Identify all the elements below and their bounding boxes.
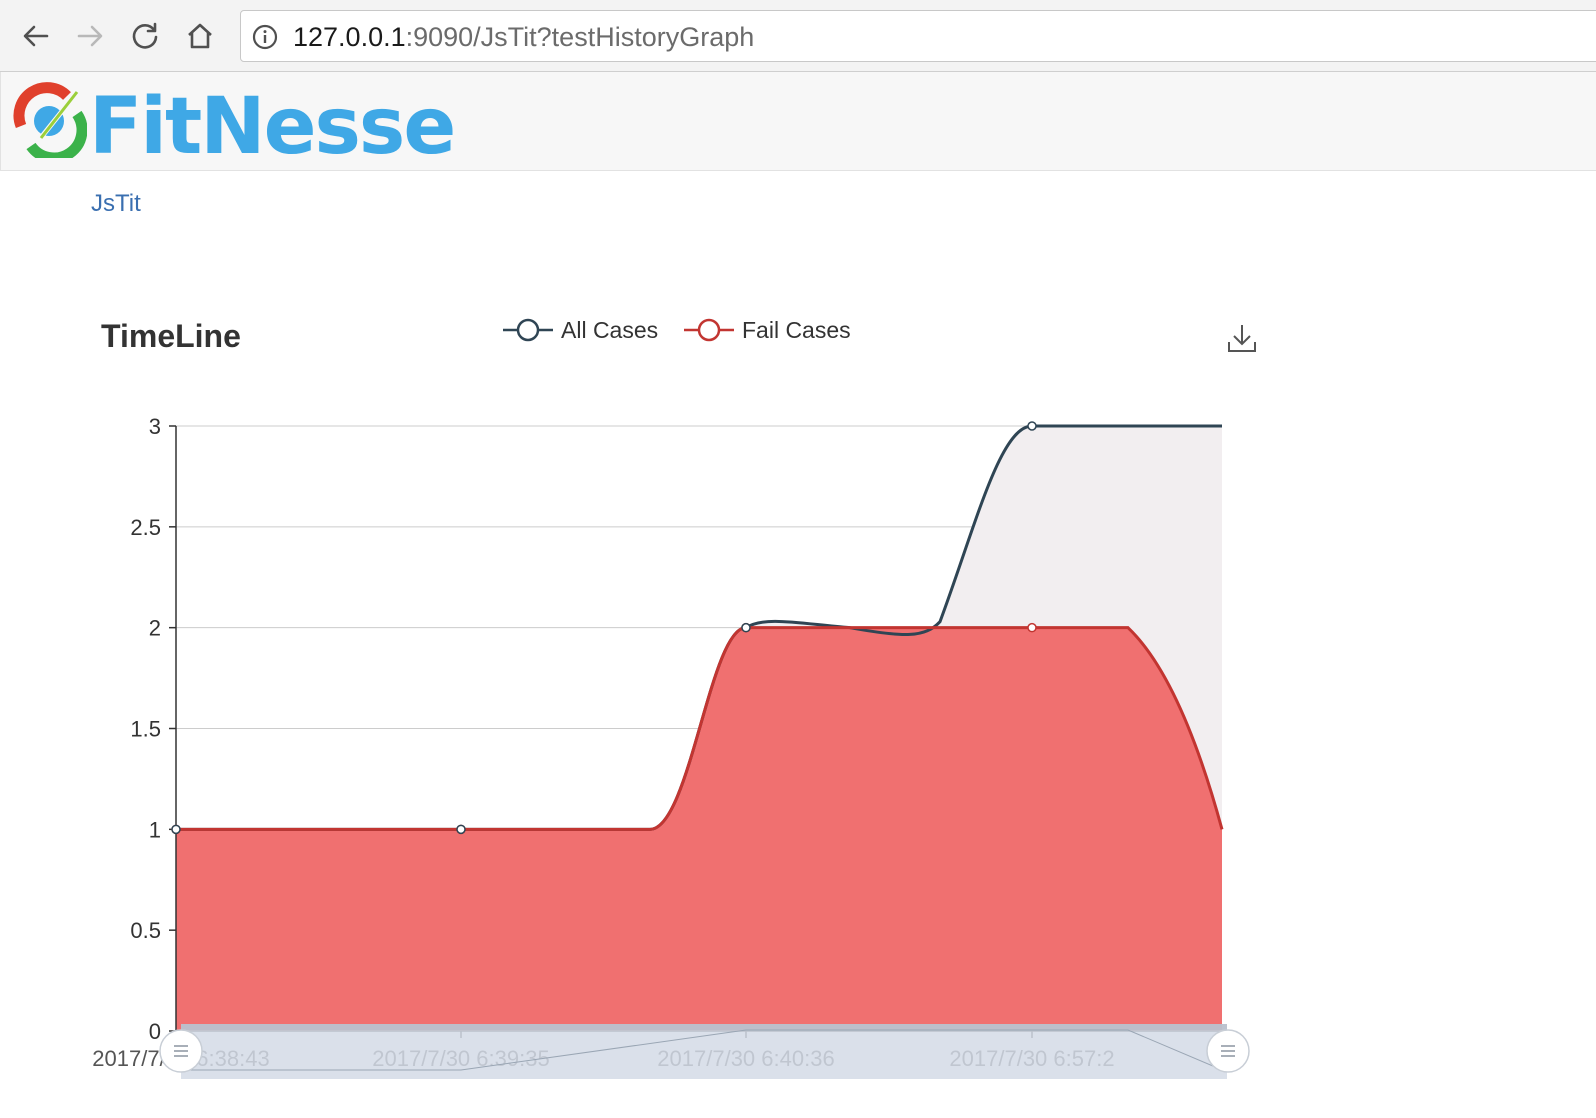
- y-tick-label: 1: [149, 817, 161, 842]
- y-tick-label: 0: [149, 1019, 161, 1044]
- reload-button[interactable]: [123, 14, 167, 58]
- zoom-bar[interactable]: [181, 1024, 1227, 1079]
- legend-all-cases[interactable]: All Cases: [503, 315, 658, 345]
- y-tick-label: 2.5: [130, 515, 161, 540]
- fitnesse-logo-icon[interactable]: [11, 82, 87, 158]
- breadcrumb-jstit[interactable]: JsTit: [91, 190, 141, 217]
- fail-cases-point[interactable]: [1027, 622, 1037, 633]
- fitnesse-logo-text[interactable]: FitNesse: [89, 82, 456, 172]
- data-zoom-slider[interactable]: [159, 1024, 1250, 1079]
- all-cases-point[interactable]: [171, 824, 181, 835]
- y-tick-label: 0.5: [130, 918, 161, 943]
- y-tick-label: 2: [149, 616, 161, 641]
- download-button[interactable]: [1226, 322, 1258, 354]
- legend-circle-icon: [503, 318, 553, 342]
- forward-button[interactable]: [68, 14, 112, 58]
- arrow-left-icon: [23, 25, 49, 47]
- chart-title: TimeLine: [101, 318, 241, 354]
- url-text[interactable]: 127.0.0.1:9090/JsTit?testHistoryGraph: [293, 23, 754, 51]
- zoom-bar-top: [181, 1024, 1227, 1030]
- back-button[interactable]: [14, 14, 58, 58]
- reload-icon: [132, 22, 158, 49]
- y-tick-label: 3: [149, 414, 161, 439]
- fitnesse-header: FitNesse: [0, 72, 1596, 172]
- all-cases-point[interactable]: [1027, 421, 1037, 431]
- home-button[interactable]: [178, 14, 222, 58]
- all-cases-point[interactable]: [456, 824, 466, 835]
- legend-fail-cases[interactable]: Fail Cases: [684, 315, 851, 345]
- legend-circle-icon: [684, 318, 734, 342]
- browser-toolbar: 127.0.0.1:9090/JsTit?testHistoryGraph: [0, 0, 1596, 72]
- arrow-right-icon: [77, 25, 103, 47]
- url-host: 127.0.0.1: [293, 22, 406, 52]
- home-icon: [188, 23, 212, 49]
- download-icon: [1228, 325, 1256, 352]
- zoom-shadow-line: [181, 1029, 1228, 1073]
- data-points: [171, 421, 1037, 835]
- fail-cases-area: [176, 627, 1222, 1031]
- all-cases-point[interactable]: [741, 622, 751, 633]
- y-tick-label: 1.5: [130, 717, 161, 742]
- legend-label-all: All Cases: [561, 316, 659, 343]
- info-icon[interactable]: [249, 21, 281, 53]
- timeline-chart: 00.511.522.53 2017/7/30 6:38:432017/7/30…: [92, 414, 1250, 1079]
- legend-label-fail: Fail Cases: [742, 316, 851, 343]
- address-bar[interactable]: 127.0.0.1:9090/JsTit?testHistoryGraph: [240, 10, 1596, 62]
- url-path: :9090/JsTit?testHistoryGraph: [405, 22, 755, 52]
